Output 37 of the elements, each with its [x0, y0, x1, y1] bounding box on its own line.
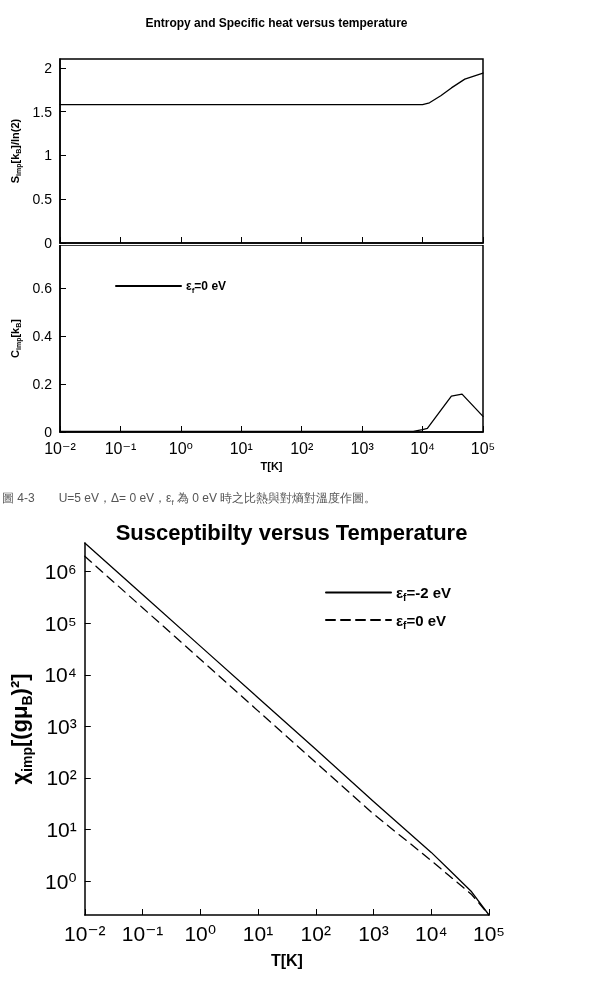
x-tick-label: 10⁵ — [472, 922, 506, 945]
x-tick-label: 10⁴ — [415, 922, 448, 945]
y-tick-label: 10³ — [46, 714, 77, 738]
y-tick-label: 10¹ — [46, 818, 77, 842]
chart-title: Entropy and Specific heat versus temperature — [145, 16, 408, 30]
y-tick-label: 10² — [46, 766, 77, 790]
x-tick-label: 10¹ — [229, 439, 253, 457]
x-tick-label: 10⁻² — [44, 439, 77, 457]
x-tick-label: 10² — [290, 439, 314, 457]
x-tick-label: 10⁵ — [470, 439, 496, 457]
x-tick-label: 10⁻² — [64, 922, 106, 945]
x-axis-title: T[K] — [270, 951, 303, 969]
chart-title: Susceptibilty versus Temperature — [115, 519, 468, 545]
y-tick-label: 0.2 — [32, 376, 53, 393]
x-tick-label: 10¹ — [242, 922, 274, 945]
x-tick-label: 10⁻¹ — [121, 922, 164, 945]
y-axis-title: χimp[(gμB)²] — [6, 673, 35, 785]
x-tick-label: 10⁻¹ — [104, 439, 137, 457]
y-tick-label: 0.6 — [32, 280, 53, 297]
y-tick-label: 10⁵ — [44, 611, 77, 635]
y-tick-label: 10⁰ — [45, 869, 77, 893]
x-tick-label: 10² — [300, 922, 331, 945]
y-tick-label: 2 — [44, 59, 53, 76]
y-tick-label: 10⁴ — [44, 663, 77, 687]
x-tick-label: 10⁴ — [410, 439, 436, 457]
y-tick-label: 1.5 — [32, 103, 53, 120]
y-tick-label: 1 — [44, 147, 53, 164]
x-tick-label: 10⁰ — [168, 439, 193, 457]
x-axis-title: T[K] — [260, 460, 283, 473]
x-tick-label: 10⁰ — [184, 922, 217, 945]
x-tick-label: 10³ — [358, 922, 389, 945]
y-tick-label: 0 — [44, 235, 53, 251]
y-tick-label: 0.5 — [32, 191, 53, 208]
x-tick-label: 10³ — [350, 439, 375, 457]
y-tick-label: 10⁶ — [44, 560, 77, 584]
y-tick-label: 0 — [44, 424, 53, 440]
y-tick-label: 0.4 — [32, 328, 53, 345]
